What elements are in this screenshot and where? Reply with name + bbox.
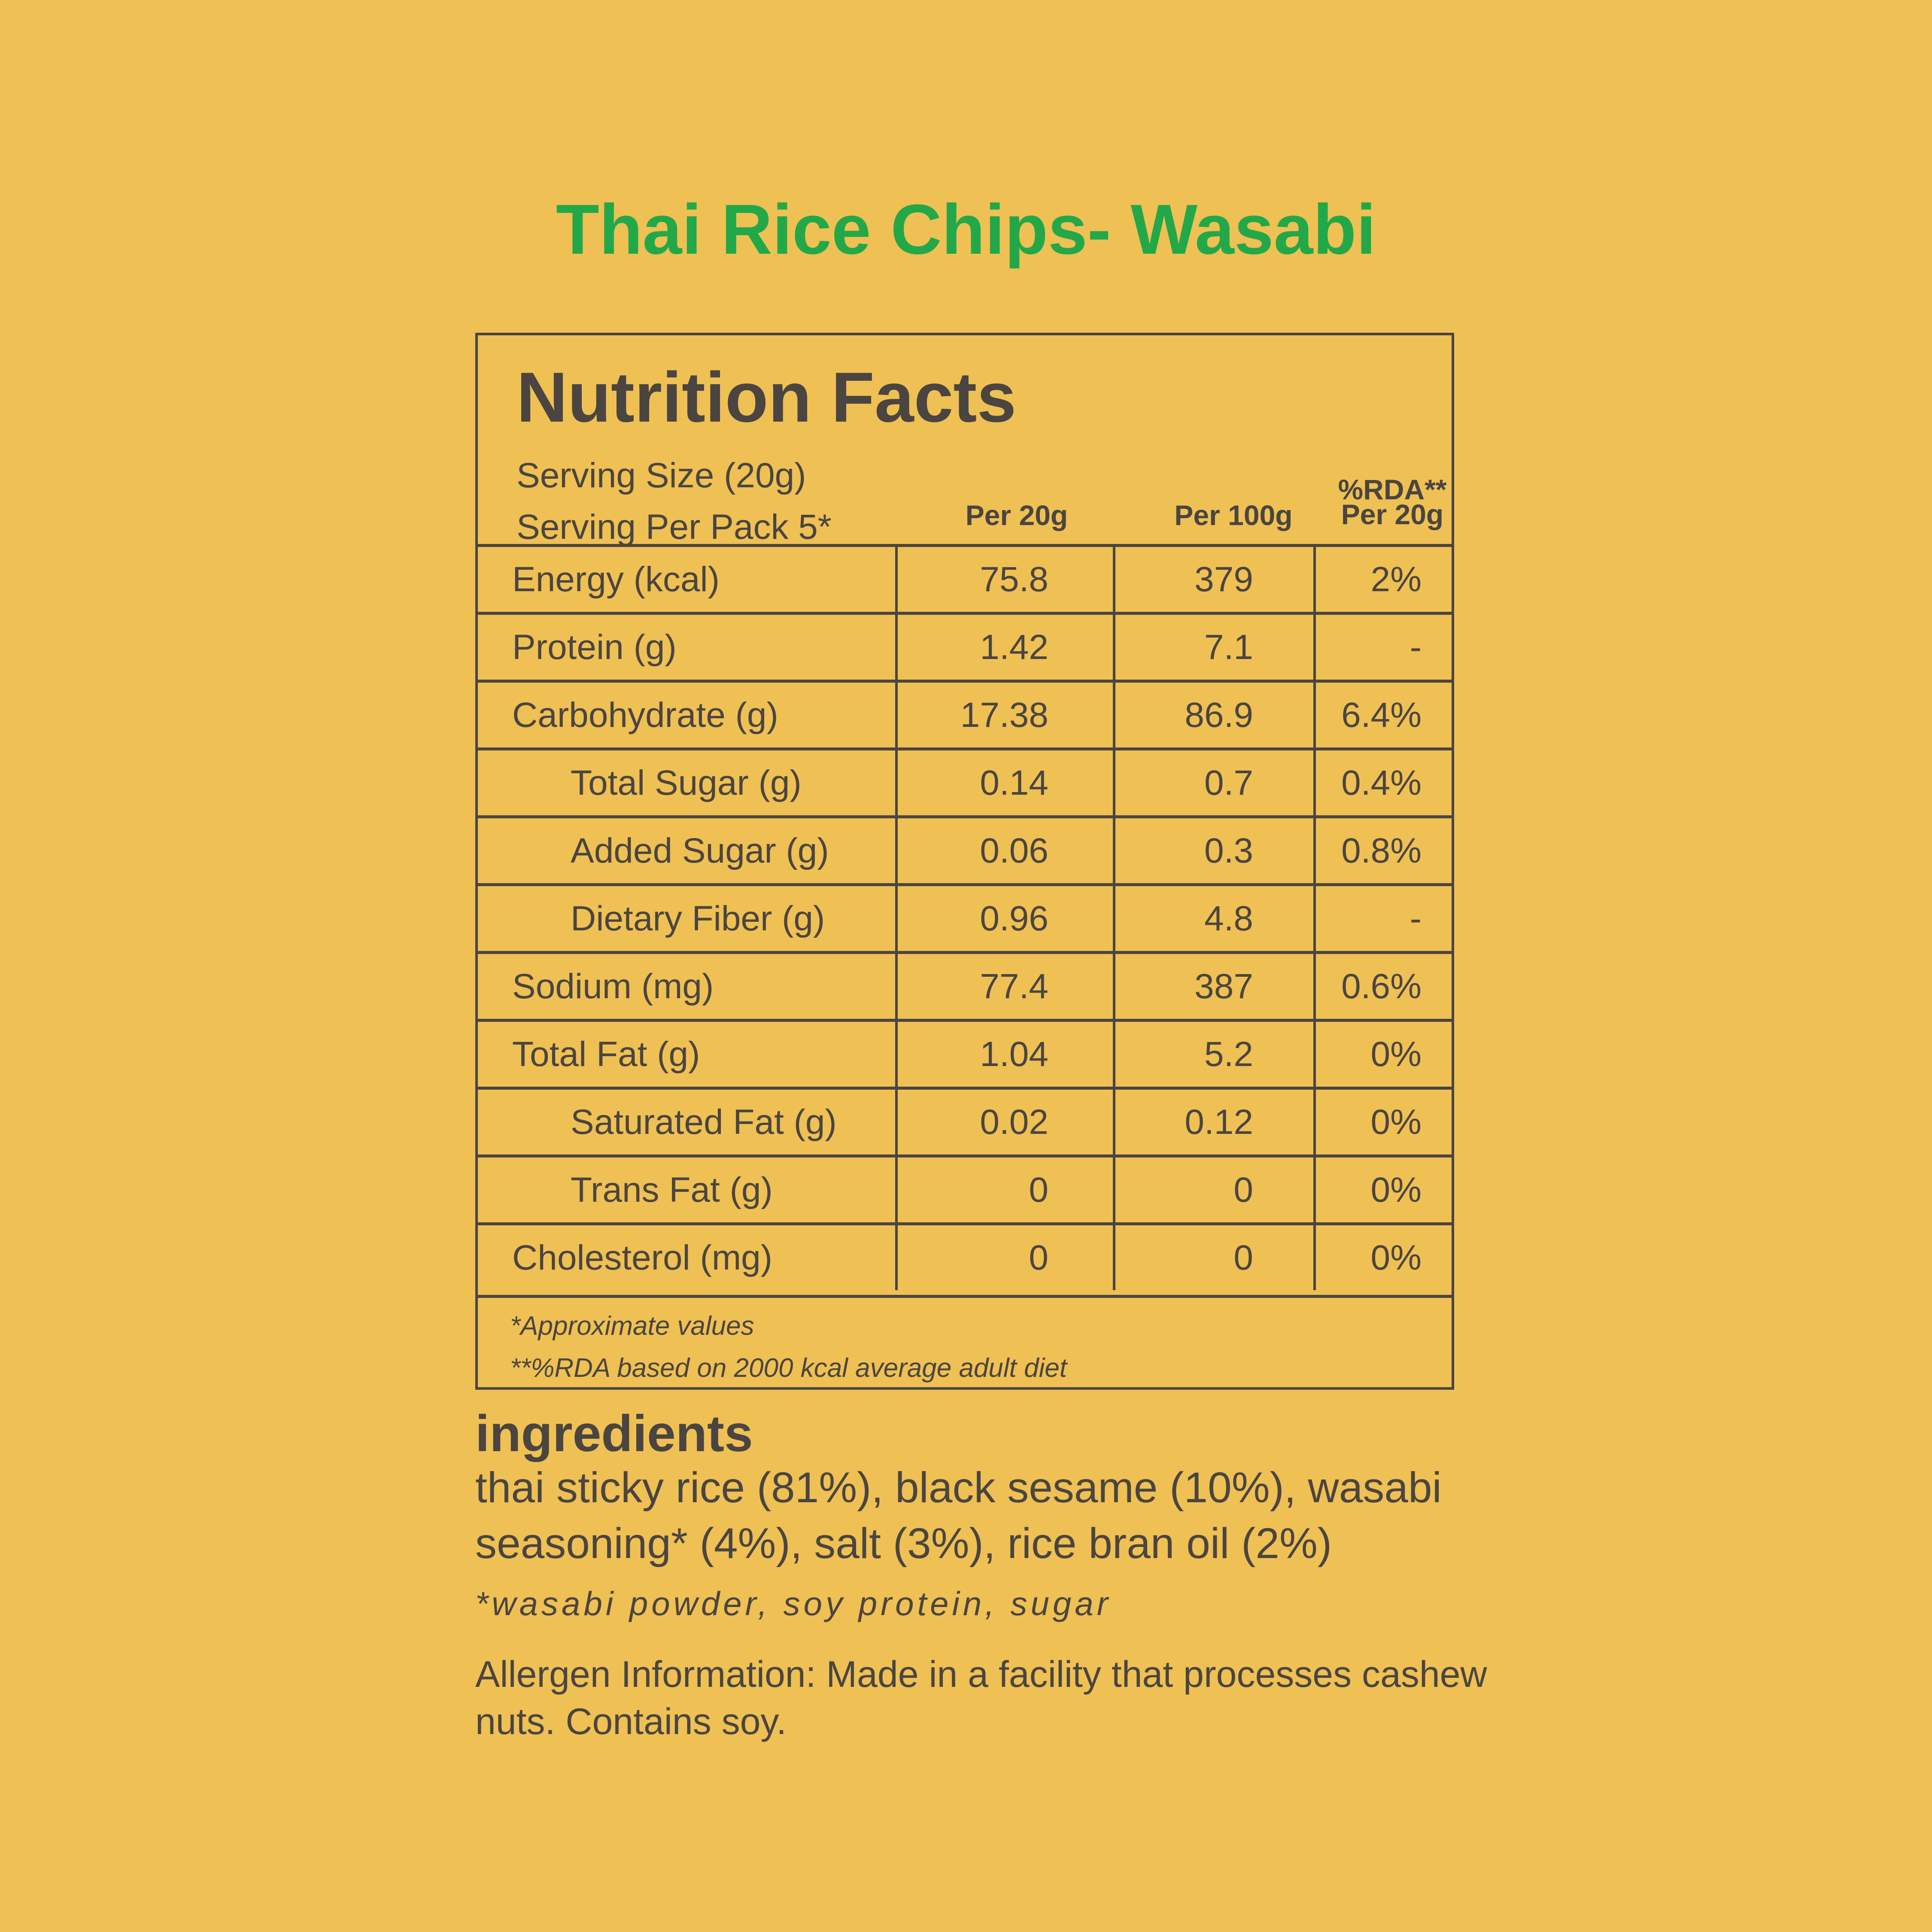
- value-rda: 0.4%: [1341, 763, 1422, 802]
- ingredients-text: thai sticky rice (81%), black sesame (10…: [475, 1464, 1442, 1567]
- nutrient-name: Trans Fat (g): [478, 1157, 898, 1222]
- nutrition-heading: Nutrition Facts: [516, 358, 1017, 437]
- table-row: Energy (kcal) 75.8 379 2%: [478, 544, 1452, 612]
- value-per100: 7.1: [1115, 615, 1316, 680]
- footnote-approximate: *Approximate values: [510, 1311, 754, 1341]
- nutrient-name: Sodium (mg): [478, 954, 898, 1019]
- value-per100: 0: [1115, 1157, 1316, 1222]
- rda-per20-label: Per 20g: [1341, 498, 1444, 530]
- value-rda: 0%: [1370, 1170, 1422, 1209]
- value-per100: 5.2: [1115, 1022, 1316, 1087]
- nutrition-table: Energy (kcal) 75.8 379 2% Protein (g) 1.42 7.…: [478, 544, 1452, 1290]
- table-row: Carbohydrate (g) 17.38 86.9 6.4%: [478, 680, 1452, 747]
- value-per100: 379: [1115, 547, 1316, 612]
- table-row: Dietary Fiber (g) 0.96 4.8 -: [478, 883, 1452, 951]
- ingredients-note: *wasabi powder, soy protein, sugar: [475, 1585, 1112, 1622]
- serving-per-pack: Serving Per Pack 5*: [516, 507, 832, 547]
- value-per100: 0.7: [1115, 750, 1316, 815]
- col-header-per100: Per 100g: [1174, 499, 1293, 531]
- value-rda: 0%: [1370, 1238, 1422, 1277]
- nutrition-facts-panel: Nutrition Facts Serving Size (20g) Servi…: [475, 333, 1454, 1390]
- table-row: Protein (g) 1.42 7.1 -: [478, 612, 1452, 680]
- value-rda: -: [1410, 627, 1422, 667]
- nutrient-name: Cholesterol (mg): [478, 1225, 898, 1290]
- value-rda: 0.8%: [1341, 831, 1422, 870]
- col-header-rda: %RDA** Per 20g: [1332, 474, 1452, 530]
- value-per20: 0: [898, 1225, 1115, 1290]
- value-per20: 75.8: [898, 547, 1115, 612]
- value-rda: 2%: [1370, 559, 1422, 599]
- value-per100: 0.12: [1115, 1090, 1316, 1154]
- col-header-per20: Per 20g: [965, 499, 1068, 531]
- table-row: Added Sugar (g) 0.06 0.3 0.8%: [478, 815, 1452, 883]
- value-rda: 0.6%: [1341, 966, 1422, 1006]
- serving-size: Serving Size (20g): [516, 456, 806, 495]
- value-rda: 6.4%: [1341, 695, 1422, 735]
- value-per20: 1.42: [898, 615, 1115, 680]
- nutrient-name: Protein (g): [478, 615, 898, 680]
- table-row: Total Fat (g) 1.04 5.2 0%: [478, 1019, 1452, 1087]
- nutrient-name: Saturated Fat (g): [478, 1090, 898, 1154]
- value-rda: 0%: [1370, 1034, 1422, 1074]
- table-row: Sodium (mg) 77.4 387 0.6%: [478, 951, 1452, 1019]
- value-per100: 0: [1115, 1225, 1316, 1290]
- footnote-rda: **%RDA based on 2000 kcal average adult …: [510, 1353, 1067, 1383]
- nutrient-name: Carbohydrate (g): [478, 683, 898, 747]
- footnotes: *Approximate values **%RDA based on 2000…: [478, 1295, 1452, 1383]
- rda-label: %RDA**: [1338, 474, 1447, 505]
- table-row: Total Sugar (g) 0.14 0.7 0.4%: [478, 747, 1452, 815]
- value-per20: 77.4: [898, 954, 1115, 1019]
- value-per20: 0.02: [898, 1090, 1115, 1154]
- value-per100: 387: [1115, 954, 1316, 1019]
- table-row: Cholesterol (mg) 0 0 0%: [478, 1222, 1452, 1290]
- nutrient-name: Energy (kcal): [478, 547, 898, 612]
- value-rda: -: [1410, 899, 1422, 938]
- value-per100: 86.9: [1115, 683, 1316, 747]
- value-per100: 0.3: [1115, 818, 1316, 883]
- value-per20: 0.14: [898, 750, 1115, 815]
- product-title: Thai Rice Chips- Wasabi: [556, 190, 1376, 269]
- value-rda: 0%: [1370, 1102, 1422, 1142]
- nutrient-name: Dietary Fiber (g): [478, 886, 898, 951]
- value-per20: 0: [898, 1157, 1115, 1222]
- ingredients-heading: ingredients: [475, 1405, 753, 1462]
- value-per20: 1.04: [898, 1022, 1115, 1087]
- value-per20: 0.06: [898, 818, 1115, 883]
- table-row: Trans Fat (g) 0 0 0%: [478, 1154, 1452, 1222]
- nutrient-name: Total Fat (g): [478, 1022, 898, 1087]
- value-per100: 4.8: [1115, 886, 1316, 951]
- allergen-info: Allergen Information: Made in a facility…: [475, 1654, 1487, 1742]
- nutrient-name: Total Sugar (g): [478, 750, 898, 815]
- value-per20: 0.96: [898, 886, 1115, 951]
- table-row: Saturated Fat (g) 0.02 0.12 0%: [478, 1087, 1452, 1154]
- nutrient-name: Added Sugar (g): [478, 818, 898, 883]
- value-per20: 17.38: [898, 683, 1115, 747]
